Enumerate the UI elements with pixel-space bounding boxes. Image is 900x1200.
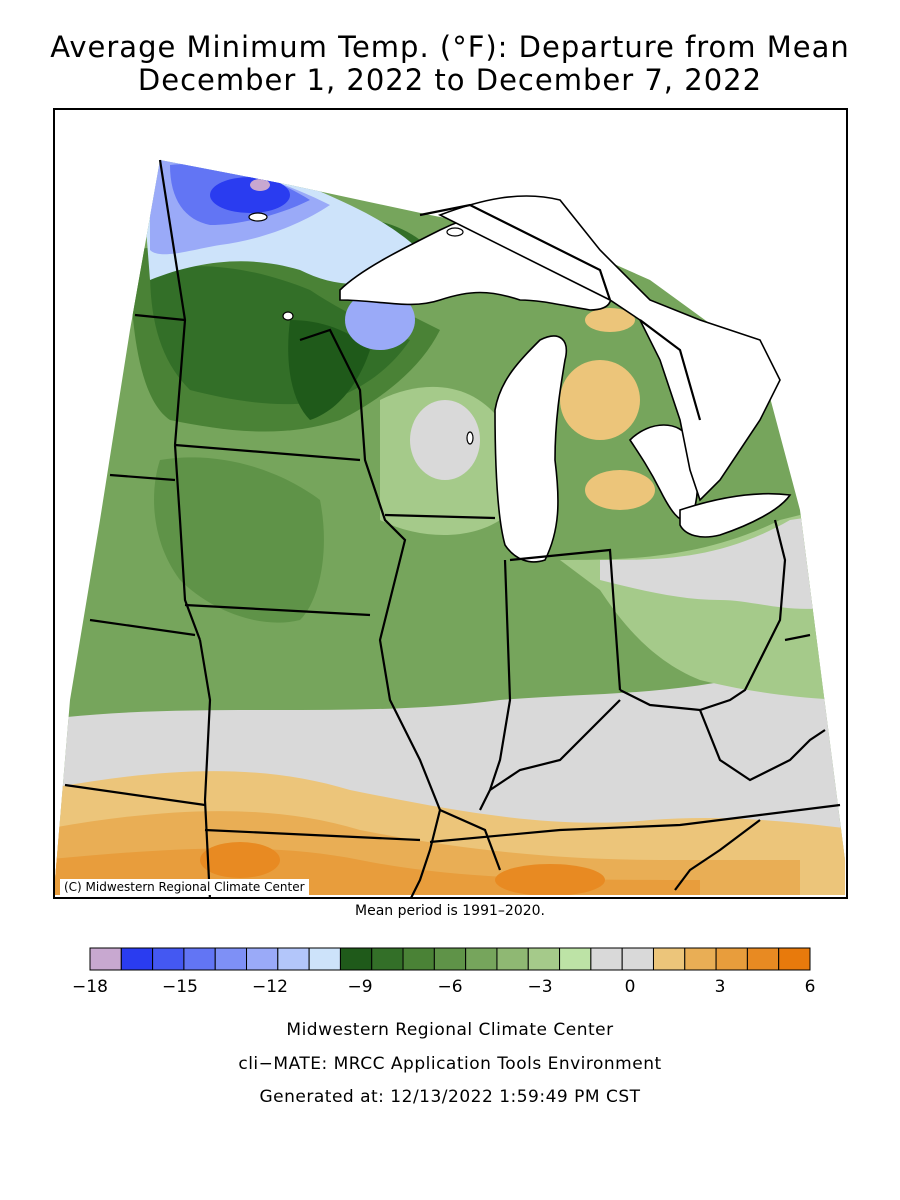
legend-ticks: −18 −15 −12 −9 −6 −3 0 3 6 — [72, 977, 815, 997]
legend-swatch — [746, 947, 780, 971]
legend-swatch — [715, 947, 748, 971]
legend-swatch — [559, 947, 592, 971]
legend-swatch — [214, 947, 248, 971]
legend-tick-label: −15 — [162, 977, 198, 997]
legend-swatch — [371, 947, 404, 971]
legend-swatch — [89, 947, 122, 971]
footer-generated-time: Generated at: 12/13/2022 1:59:49 PM CST — [259, 1087, 641, 1107]
legend-swatch — [277, 947, 310, 971]
color-legend: −18 −15 −12 −9 −6 −3 0 3 6 — [72, 947, 815, 997]
legend-tick-label: −12 — [252, 977, 288, 997]
legend-swatches — [89, 947, 811, 971]
legend-swatch — [652, 947, 686, 971]
legend-swatch — [778, 947, 811, 971]
legend-swatch — [246, 947, 279, 971]
lake-islands — [248, 212, 474, 445]
copyright-label: (C) Midwestern Regional Climate Center — [60, 879, 309, 895]
legend-swatch — [527, 947, 561, 971]
map-date-range: December 1, 2022 to December 7, 2022 — [137, 63, 763, 97]
legend-swatch — [465, 947, 498, 971]
legend-swatch — [308, 947, 341, 971]
temperature-departure-map — [53, 108, 848, 899]
legend-tick-label: 3 — [715, 977, 726, 997]
legend-swatch — [402, 947, 435, 971]
legend-tick-label: 0 — [625, 977, 636, 997]
legend-tick-label: −18 — [72, 977, 108, 997]
legend-swatch — [152, 947, 185, 971]
footer-application: cli−MATE: MRCC Application Tools Environ… — [238, 1054, 662, 1074]
state-boundaries — [64, 159, 841, 898]
legend-swatch — [433, 947, 467, 971]
legend-tick-label: 6 — [805, 977, 816, 997]
canada-land — [438, 195, 781, 502]
legend-swatch — [120, 947, 154, 971]
legend-tick-label: −3 — [527, 977, 552, 997]
legend-swatch — [590, 947, 623, 971]
legend-tick-label: −9 — [347, 977, 372, 997]
map-title: Average Minimum Temp. (°F): Departure fr… — [50, 30, 850, 64]
legend-swatch — [621, 947, 654, 971]
plot-frame-border — [53, 108, 848, 899]
great-lakes — [339, 212, 792, 563]
legend-swatch — [339, 947, 373, 971]
legend-swatch — [496, 947, 529, 971]
legend-swatch — [684, 947, 717, 971]
mean-period-note: Mean period is 1991–2020. — [355, 903, 545, 919]
footer-organization: Midwestern Regional Climate Center — [286, 1020, 614, 1040]
legend-tick-label: −6 — [437, 977, 462, 997]
legend-swatch — [183, 947, 216, 971]
